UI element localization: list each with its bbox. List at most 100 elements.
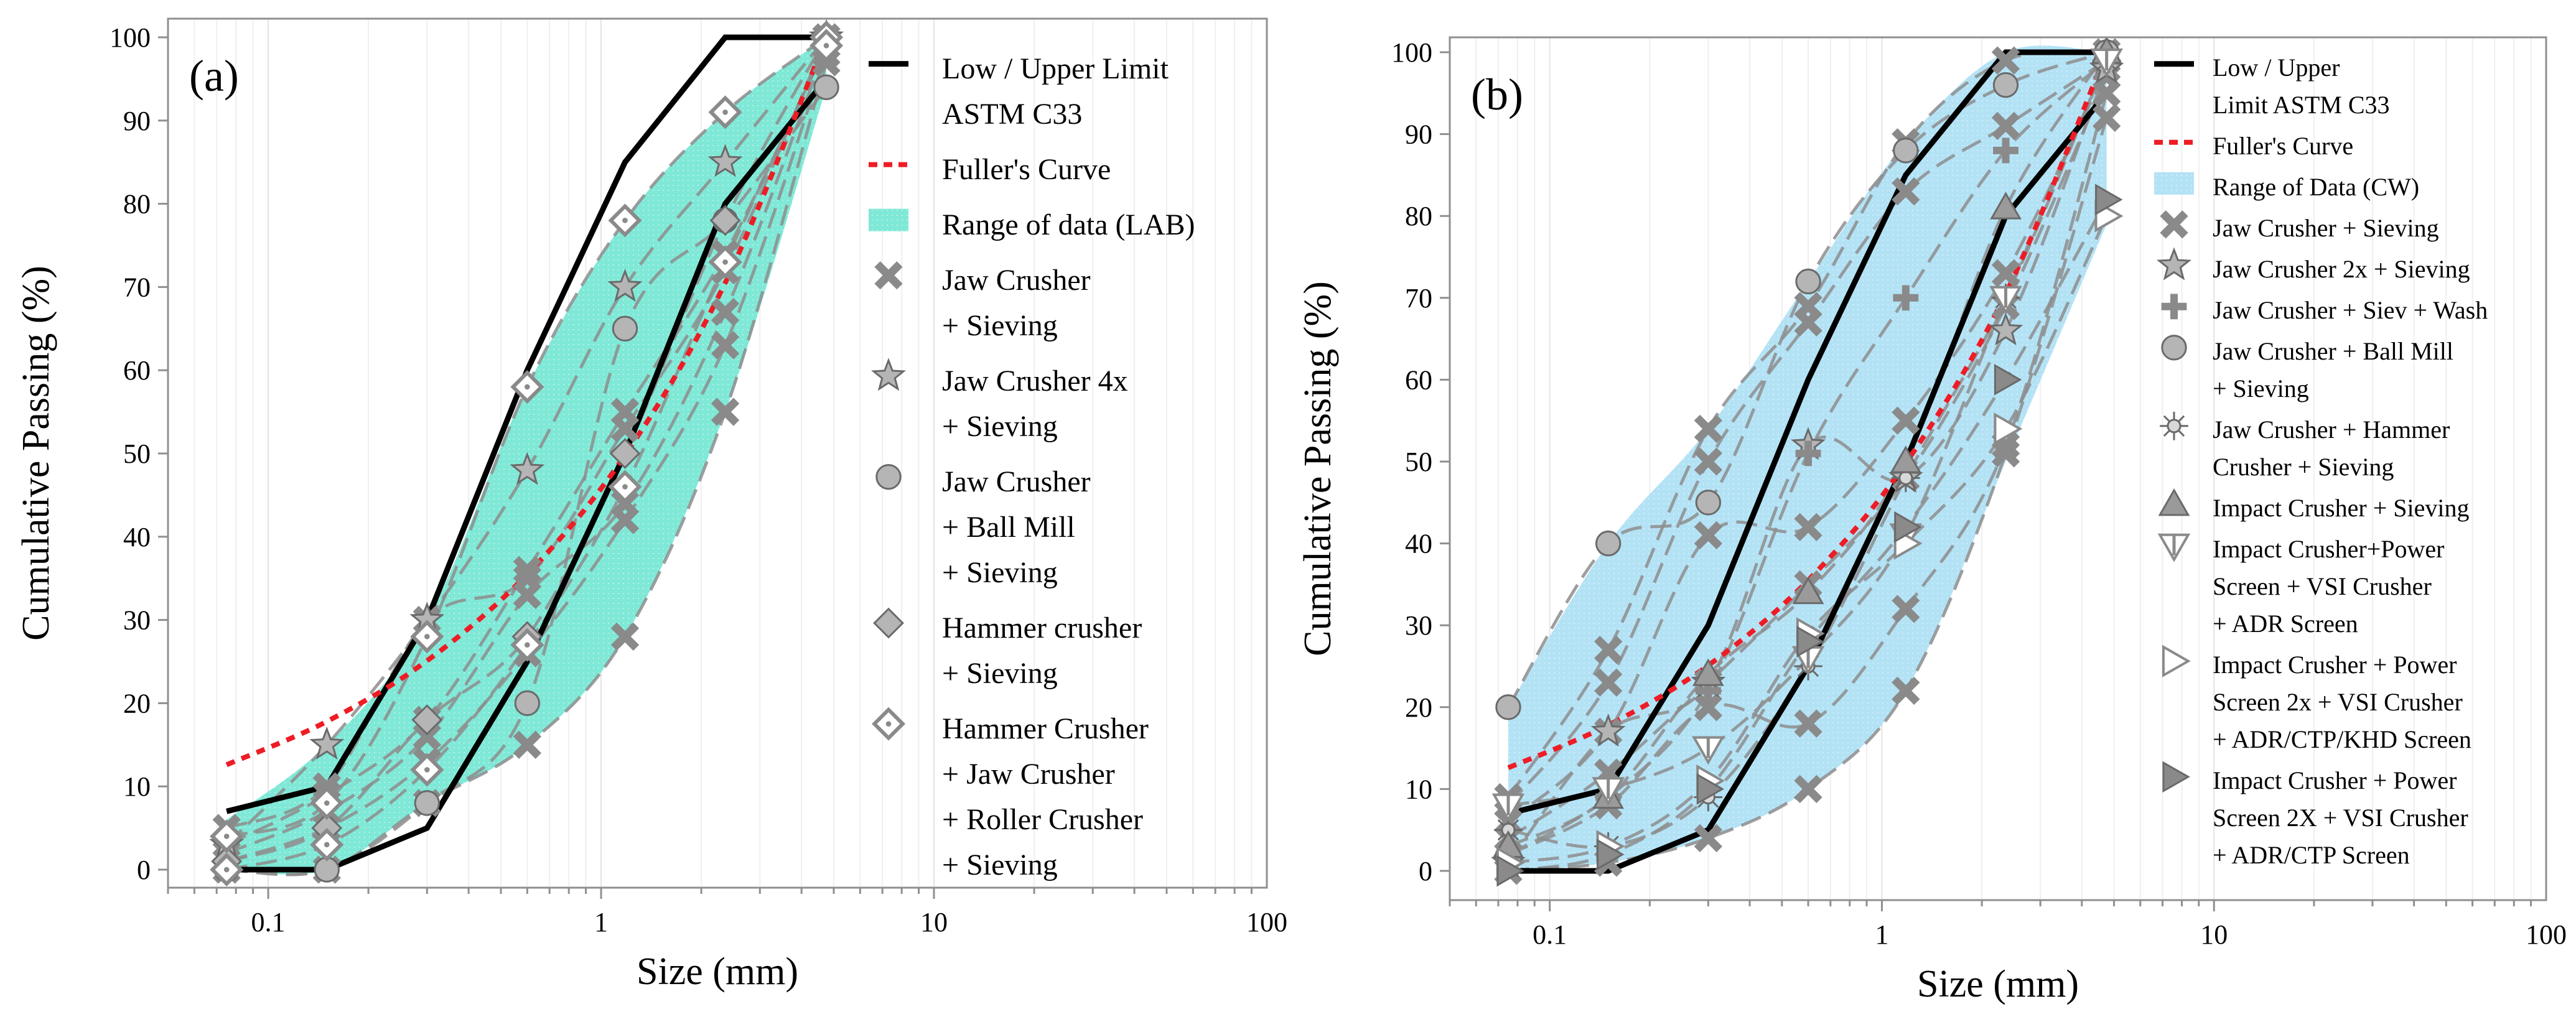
data-point — [1495, 694, 1521, 720]
data-point — [410, 753, 444, 787]
y-tick-label: 50 — [1405, 447, 1432, 477]
data-point — [813, 74, 839, 100]
data-point — [410, 620, 444, 654]
y-tick-label: 40 — [123, 522, 151, 552]
data-point — [2090, 49, 2123, 77]
data-point — [711, 297, 740, 327]
data-point — [210, 819, 244, 853]
y-tick-label: 20 — [123, 688, 151, 718]
sample-curve — [1508, 60, 2108, 807]
sample-curve — [1507, 93, 2109, 856]
data-point — [1994, 364, 2022, 396]
data-point — [1994, 412, 2023, 445]
sample-curve — [1508, 198, 2108, 873]
data-point — [411, 704, 443, 736]
legend-marker — [2158, 488, 2190, 516]
data-point — [1890, 445, 1922, 473]
data-point — [1491, 793, 1525, 822]
data-point — [1794, 709, 1822, 738]
y-tick-label: 10 — [123, 771, 151, 802]
legend-label: + Ball Mill — [942, 511, 1075, 544]
data-point — [1594, 668, 1623, 697]
panel-label: (b) — [1471, 70, 1523, 119]
legend-label: + Sieving — [942, 556, 1058, 589]
data-point — [1991, 46, 2020, 75]
y-tick-label: 90 — [123, 106, 151, 136]
y-tick-label: 60 — [123, 355, 151, 386]
x-tick-label: 0.1 — [251, 907, 286, 937]
data-point — [708, 245, 742, 279]
data-point — [1795, 268, 1821, 295]
panel-a: 0 10 20 30 40 50 60 70 80 90 100 0.1 1 10 100 Size (mm)… — [15, 17, 1287, 993]
data-point — [708, 95, 742, 129]
y-tick-label: 30 — [123, 605, 151, 636]
legend-label: Impact Crusher + Power — [2213, 766, 2457, 794]
data-point — [1794, 774, 1822, 804]
legend-label: Jaw Crusher + Siev + Wash — [2213, 296, 2488, 324]
legend-label: Hammer Crusher — [942, 712, 1149, 745]
legend-label: Range of data (LAB) — [942, 208, 1195, 241]
legend: Low / Upper Limit ASTM C33 Fuller's Curve R… — [2154, 53, 2488, 869]
y-tick-label: 70 — [123, 272, 151, 302]
data-point — [610, 622, 640, 651]
legend-label: Impact Crusher + Power — [2213, 651, 2457, 679]
data-point — [607, 269, 643, 302]
legend-range-swatch — [869, 208, 908, 231]
data-point — [1992, 72, 2019, 98]
data-point — [610, 414, 640, 443]
data-point — [1694, 447, 1723, 476]
data-point — [1990, 192, 2022, 220]
legend-label: Screen 2X + VSI Crusher — [2213, 804, 2468, 832]
y-tick-label: 50 — [123, 439, 151, 469]
y-tick-label: 70 — [1405, 283, 1432, 314]
legend-label: ASTM C33 — [942, 98, 1082, 131]
x-tick-label: 10 — [920, 907, 948, 937]
data-point — [711, 397, 740, 426]
data-point — [1695, 490, 1722, 516]
data-point — [510, 628, 544, 662]
data-point — [513, 730, 542, 759]
data-point — [2095, 184, 2123, 216]
x-tick-label: 10 — [2200, 919, 2228, 950]
legend-marker — [2160, 412, 2188, 440]
legend-label: + Sieving — [942, 657, 1058, 690]
legend-label: + Jaw Crusher — [942, 758, 1115, 791]
data-point — [513, 564, 542, 593]
data-point — [1597, 839, 1625, 871]
data-point — [1694, 521, 1723, 550]
legend-label: + Sieving — [942, 410, 1058, 443]
legend-label: Range of Data (CW) — [2213, 173, 2419, 201]
data-point — [1991, 111, 2020, 141]
data-point — [310, 786, 344, 820]
data-point — [1696, 773, 1725, 805]
legend-marker — [2161, 335, 2187, 361]
y-axis-title: Cumulative Passing (%) — [1297, 281, 1339, 656]
x-tick-label: 1 — [594, 907, 608, 937]
data-point — [1692, 658, 1724, 686]
legend-label: Impact Crusher + Sieving — [2213, 494, 2469, 522]
sample-curve — [1508, 215, 2108, 865]
data-point — [309, 726, 345, 760]
legend-range-swatch — [2154, 172, 2194, 195]
legend-marker — [874, 261, 903, 290]
x-tick-label: 1 — [1875, 919, 1888, 950]
y-tick-label: 80 — [1405, 201, 1432, 231]
sample-curve — [226, 53, 828, 863]
data-point — [510, 370, 544, 404]
legend-label: Jaw Crusher + Ball Mill — [2213, 337, 2453, 365]
legend-label: + Sieving — [2213, 374, 2309, 402]
legend-label: Hammer crusher — [942, 611, 1142, 644]
legend-marker — [2162, 761, 2190, 793]
data-point — [608, 203, 642, 238]
sample-curve — [1508, 117, 2109, 873]
legend-marker — [2162, 644, 2191, 678]
data-point — [1594, 636, 1623, 664]
legend-label: Low / Upper Limit — [942, 52, 1169, 85]
data-point — [707, 144, 743, 177]
x-axis-title: Size (mm) — [1917, 963, 2079, 1005]
data-point — [210, 852, 244, 887]
sample-curve — [1508, 60, 2108, 849]
legend-label: + ADR/CTP/KHD Screen — [2213, 725, 2471, 753]
legend-label: + Sieving — [942, 309, 1058, 342]
